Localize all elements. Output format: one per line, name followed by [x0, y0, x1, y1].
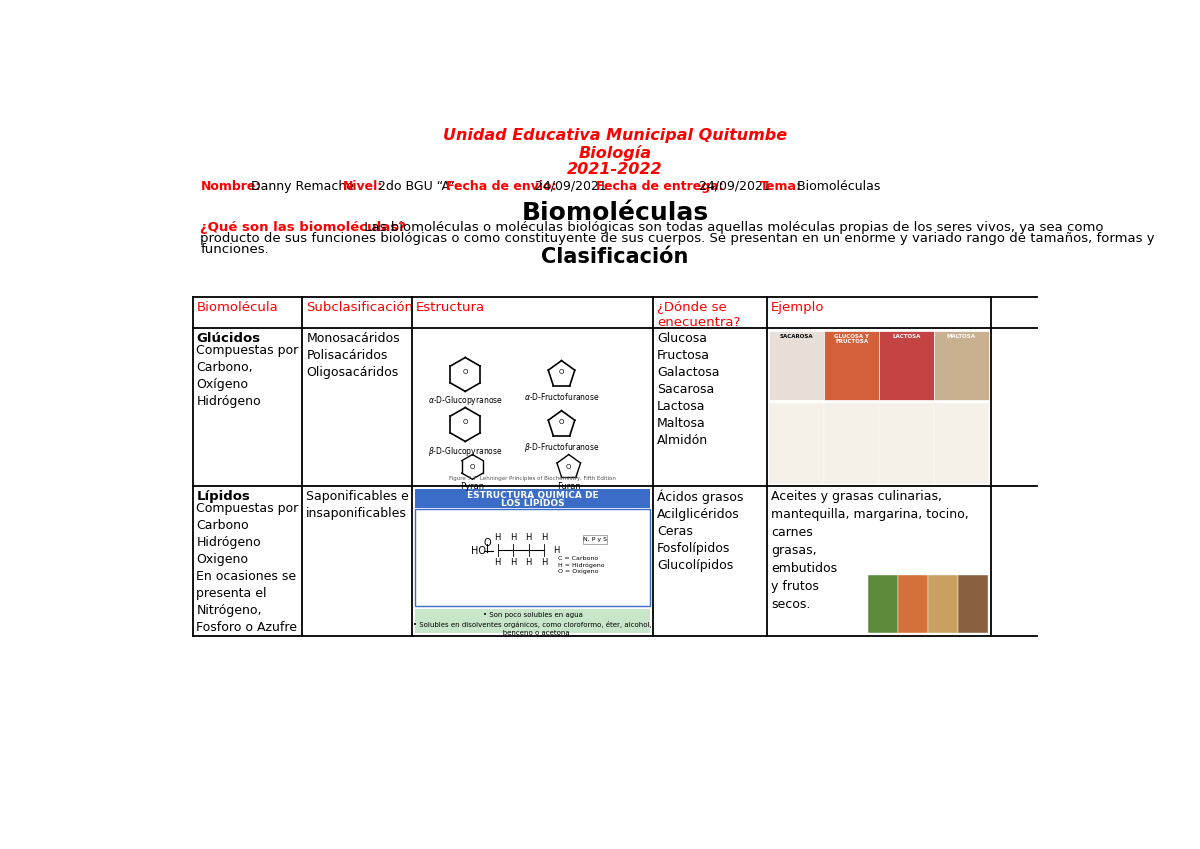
Text: O: O: [462, 369, 468, 375]
Text: $\beta$-D-Glucopyranose: $\beta$-D-Glucopyranose: [427, 445, 503, 458]
Bar: [414, 329, 652, 485]
Text: O: O: [559, 419, 564, 425]
Text: GLUCOSA Y
FRUCTOSA: GLUCOSA Y FRUCTOSA: [834, 334, 869, 345]
Text: C = Carbono
H = Hidrógeno
O = Oxígeno: C = Carbono H = Hidrógeno O = Oxígeno: [558, 556, 605, 574]
Text: Tema:: Tema:: [760, 180, 802, 193]
Text: Compuestas por
Carbono
Hidrógeno
Oxigeno
En ocasiones se
presenta el
Nitrógeno,
: Compuestas por Carbono Hidrógeno Oxigeno…: [197, 502, 299, 633]
Bar: [769, 402, 824, 484]
Text: LOS LÍPIDOS: LOS LÍPIDOS: [500, 498, 564, 508]
Text: Biomolécula: Biomolécula: [197, 301, 278, 314]
Text: $\alpha$-D-Fructofuranose: $\alpha$-D-Fructofuranose: [523, 391, 599, 402]
Text: Monosacáridos
Polisacáridos
Oligosacáridos: Monosacáridos Polisacáridos Oligosacárid…: [306, 332, 400, 380]
Text: ¿Dónde se
enecuentra?: ¿Dónde se enecuentra?: [656, 301, 740, 329]
Text: O: O: [566, 464, 571, 469]
Text: 24/09/2021: 24/09/2021: [532, 180, 616, 193]
Text: HO: HO: [470, 546, 486, 556]
Text: $\alpha$-D-Glucopyranose: $\alpha$-D-Glucopyranose: [427, 395, 503, 408]
Text: Nombre:: Nombre:: [200, 180, 260, 193]
Text: Biología: Biología: [578, 145, 652, 161]
Bar: [769, 330, 824, 400]
Text: funciones.: funciones.: [200, 243, 269, 256]
Text: Glúcidos: Glúcidos: [197, 332, 260, 345]
Text: Subclasificación: Subclasificación: [306, 301, 413, 314]
Text: Aceites y grasas culinarias,
mantequilla, margarina, tocino,
carnes
grasas,
embu: Aceites y grasas culinarias, mantequilla…: [770, 490, 968, 611]
Bar: [415, 509, 650, 606]
Text: Saponificables e
insaponificables: Saponificables e insaponificables: [306, 490, 409, 520]
Text: • Son poco solubles en agua
• Solubles en disolventes orgánicos, como cloroformo: • Son poco solubles en agua • Solubles e…: [413, 611, 652, 636]
Bar: [824, 402, 878, 484]
Text: Clasificación: Clasificación: [541, 247, 689, 267]
Text: 24/09/2021: 24/09/2021: [695, 180, 779, 193]
Text: N, P y S: N, P y S: [583, 537, 607, 542]
Bar: [415, 489, 650, 633]
Text: H: H: [494, 558, 500, 567]
Text: H: H: [494, 533, 500, 543]
Text: H: H: [541, 533, 547, 543]
Text: H: H: [526, 533, 532, 543]
Bar: [878, 330, 934, 400]
Text: O: O: [469, 464, 475, 469]
Text: Pyran: Pyran: [461, 482, 485, 492]
Text: Biomoléculas: Biomoléculas: [792, 180, 880, 193]
Bar: [898, 575, 928, 633]
Text: Lípidos: Lípidos: [197, 490, 251, 503]
Text: 2021-2022: 2021-2022: [568, 162, 662, 177]
Text: H: H: [553, 546, 560, 554]
Text: H: H: [510, 558, 516, 567]
Text: H: H: [541, 558, 547, 567]
Bar: [868, 575, 898, 633]
Text: Glucosa
Fructosa
Galactosa
Sacarosa
Lactosa
Maltosa
Almidón: Glucosa Fructosa Galactosa Sacarosa Lact…: [656, 332, 719, 447]
Text: H: H: [526, 558, 532, 567]
Bar: [934, 402, 989, 484]
Text: $\beta$-D-Fructofuranose: $\beta$-D-Fructofuranose: [523, 441, 599, 454]
Text: Danny Remache: Danny Remache: [247, 180, 370, 193]
Text: Compuestas por
Carbono,
Oxígeno
Hidrógeno: Compuestas por Carbono, Oxígeno Hidrógen…: [197, 344, 299, 408]
Text: O: O: [559, 369, 564, 375]
Bar: [958, 575, 988, 633]
Text: Estructura: Estructura: [416, 301, 485, 314]
Text: Ejemplo: Ejemplo: [770, 301, 824, 314]
Text: Fecha de envio:: Fecha de envio:: [445, 180, 556, 193]
Text: ESTRUCTURA QUIMICA DE: ESTRUCTURA QUIMICA DE: [467, 491, 599, 500]
Text: O: O: [462, 419, 468, 425]
Bar: [934, 330, 989, 400]
Text: Fecha de entrega:: Fecha de entrega:: [596, 180, 724, 193]
Text: Nivel:: Nivel:: [342, 180, 383, 193]
Text: LACTOSA: LACTOSA: [892, 334, 920, 339]
Text: 2do BGU “A”: 2do BGU “A”: [373, 180, 467, 193]
Text: Ácidos grasos
Acilglicéridos
Ceras
Fosfolípidos
Glucolípidos: Ácidos grasos Acilglicéridos Ceras Fosfo…: [656, 490, 743, 572]
Bar: [583, 535, 607, 544]
Text: Furan: Furan: [557, 482, 581, 492]
Text: Biomoléculas: Biomoléculas: [522, 201, 708, 225]
Text: Unidad Educativa Municipal Quitumbe: Unidad Educativa Municipal Quitumbe: [443, 128, 787, 143]
Bar: [415, 489, 650, 508]
Text: H: H: [510, 533, 516, 543]
Bar: [824, 330, 878, 400]
Text: O: O: [484, 538, 491, 548]
Text: producto de sus funciones biológicas o como constituyente de sus cuerpos. Se pre: producto de sus funciones biológicas o c…: [200, 232, 1154, 245]
Text: SACAROSA: SACAROSA: [780, 334, 814, 339]
Bar: [415, 609, 650, 633]
Text: Las biomoléculas o moléculas biológicas son todas aquellas moléculas propias de : Las biomoléculas o moléculas biológicas …: [360, 222, 1104, 234]
Text: ¿Qué son las biomoléculas?: ¿Qué son las biomoléculas?: [200, 222, 407, 234]
Text: MALTOSA: MALTOSA: [947, 334, 976, 339]
Bar: [928, 575, 958, 633]
Bar: [878, 402, 934, 484]
Text: Figure 7-7  Lehninger Principles of Biochemistry, Fifth Edition: Figure 7-7 Lehninger Principles of Bioch…: [449, 476, 616, 481]
